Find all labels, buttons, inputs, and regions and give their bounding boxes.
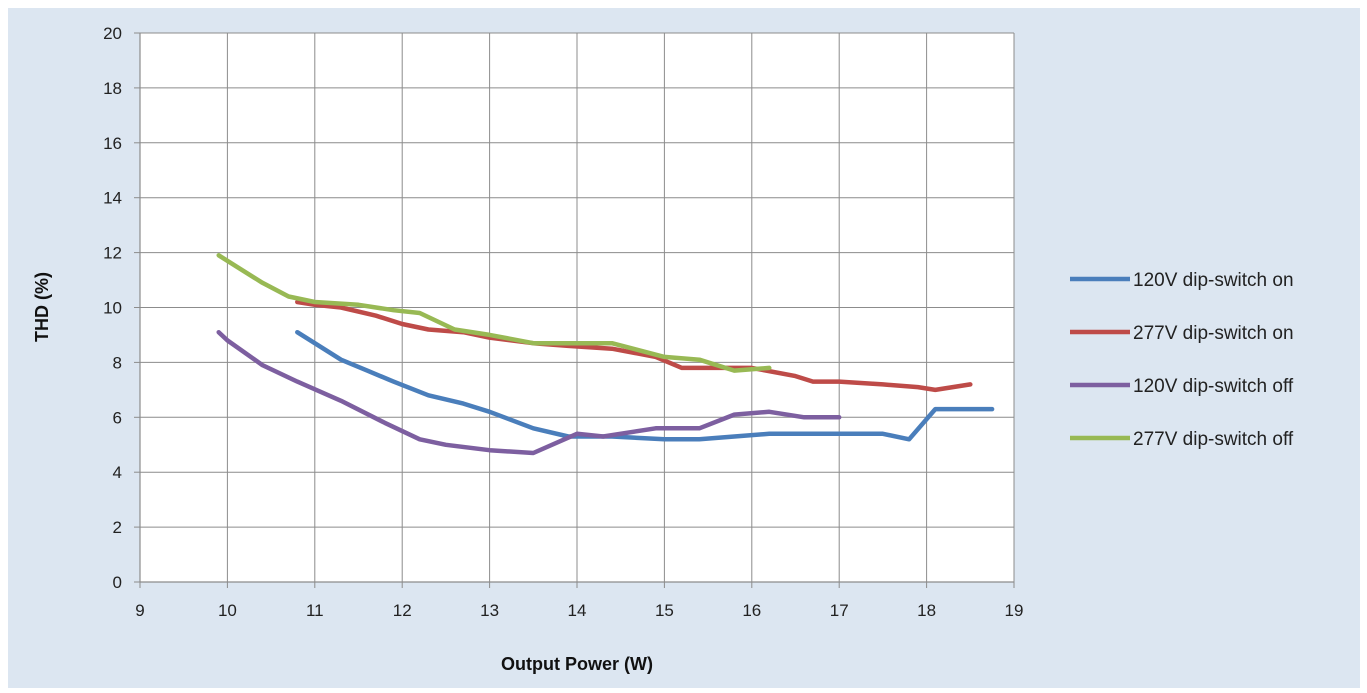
series-line-277v-dip-switch-off: [216, 253, 772, 373]
series-group: [216, 253, 995, 456]
legend-item-120v-dip-switch-on: 120V dip-switch on: [1070, 270, 1294, 291]
y-tick-label: 0: [113, 573, 122, 592]
legend-label: 120V dip-switch off: [1133, 376, 1294, 397]
legend-item-277v-dip-switch-on: 277V dip-switch on: [1070, 323, 1294, 344]
y-tick-label: 8: [113, 353, 122, 372]
x-tick-label: 13: [480, 601, 499, 620]
x-tick-label: 16: [742, 601, 761, 620]
x-tick-label: 17: [830, 601, 849, 620]
chart-frame: 9 10 11 12 13 14 15 16 17 18 19 0 2 4 6 8 10 12 14 16 18 20 O…: [8, 8, 1360, 688]
series-line-277v-dip-switch-on: [295, 299, 973, 393]
line-chart: 9 10 11 12 13 14 15 16 17 18 19 0 2 4 6 8 10 12 14 16 18 20 O…: [32, 24, 1294, 674]
y-tick-label: 2: [113, 518, 122, 537]
x-tick-label: 12: [393, 601, 412, 620]
grid: [139, 32, 1015, 583]
axes: 9 10 11 12 13 14 15 16 17 18 19 0 2 4 6 8 10 12 14 16 18 20: [103, 24, 1023, 620]
legend-label: 120V dip-switch on: [1133, 270, 1294, 291]
x-tick-label: 19: [1005, 601, 1024, 620]
x-tick-label: 10: [218, 601, 237, 620]
legend: 120V dip-switch on 277V dip-switch on 120V…: [1070, 270, 1294, 450]
x-tick-label: 15: [655, 601, 674, 620]
y-tick-label: 6: [113, 408, 122, 427]
y-tick-label: 12: [103, 244, 122, 263]
x-axis-title: Output Power (W): [501, 654, 653, 674]
y-tick-label: 16: [103, 134, 122, 153]
y-axis-title: THD (%): [32, 272, 52, 342]
legend-label: 277V dip-switch on: [1133, 323, 1294, 344]
legend-label: 277V dip-switch off: [1133, 429, 1294, 450]
y-tick-label: 20: [103, 24, 122, 43]
y-tick-label: 18: [103, 79, 122, 98]
x-tick-label: 14: [568, 601, 587, 620]
legend-item-120v-dip-switch-off: 120V dip-switch off: [1070, 376, 1294, 397]
legend-item-277v-dip-switch-off: 277V dip-switch off: [1070, 429, 1294, 450]
x-tick-label: 11: [306, 601, 324, 620]
y-tick-label: 14: [103, 189, 122, 208]
x-tick-label: 18: [917, 601, 936, 620]
y-tick-label: 10: [103, 299, 122, 318]
y-tick-label: 4: [113, 463, 122, 482]
x-tick-label: 9: [135, 601, 144, 620]
series-line-120v-dip-switch-off: [216, 329, 842, 456]
